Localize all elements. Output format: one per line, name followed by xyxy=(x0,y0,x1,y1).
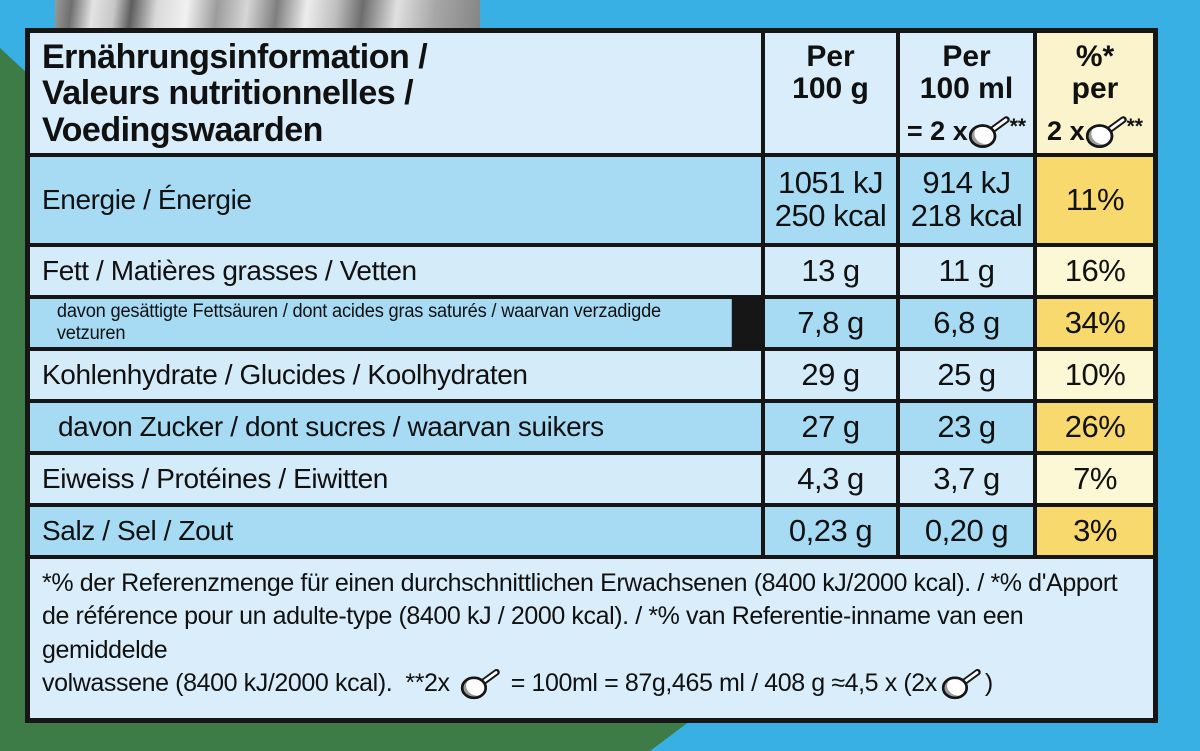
row-label-gesaettigte-fettsaeuren: davon gesättigte Fettsäuren / dont acide… xyxy=(30,299,732,347)
percent-scoop-line: 2 x ** xyxy=(1037,114,1153,149)
table-title: Ernährungsinformation / Valeurs nutritio… xyxy=(30,33,761,153)
column-header-per-100g: Per 100 g xyxy=(765,33,896,153)
per-100ml-scoop-line: = 2 x ** xyxy=(900,114,1033,149)
footnote-line-3-text: = 100ml = 87g,465 ml / 408 g ≈4,5 x (2x xyxy=(504,668,938,697)
nutrition-table: Ernährungsinformation / Valeurs nutritio… xyxy=(25,28,1158,723)
kohlenhydrate-percent: 10% xyxy=(1037,351,1153,399)
footnote-line-3-text: volwassene (8400 kJ/2000 kcal). **2x xyxy=(42,668,457,697)
energie-per-100ml: 914 kJ 218 kcal xyxy=(900,157,1033,243)
scoop-icon xyxy=(461,668,500,700)
salz-percent: 3% xyxy=(1037,507,1153,555)
scoop-icon xyxy=(941,668,981,700)
two-x-label: 2 x xyxy=(1047,116,1085,147)
zucker-per-100ml: 23 g xyxy=(900,403,1033,451)
double-asterisk: ** xyxy=(1126,115,1143,138)
kohlenhydrate-per-100g: 29 g xyxy=(765,351,896,399)
row-label-zucker: davon Zucker / dont sucres / waarvan sui… xyxy=(30,403,761,451)
footnote-line-3-text: ) xyxy=(984,668,993,697)
zucker-percent: 26% xyxy=(1037,403,1153,451)
footnote-line-3: volwassene (8400 kJ/2000 kcal). **2x = 1… xyxy=(42,667,993,700)
fett-percent: 16% xyxy=(1037,247,1153,295)
gesaettigte-per-100ml: 6,8 g xyxy=(900,299,1033,347)
row-label-eiweiss: Eiweiss / Protéines / Eiwitten xyxy=(30,455,761,503)
row-label-fett: Fett / Matières grasses / Vetten xyxy=(30,247,761,295)
eiweiss-per-100ml: 3,7 g xyxy=(900,455,1033,503)
energie-percent: 11% xyxy=(1037,157,1153,243)
zucker-per-100g: 27 g xyxy=(765,403,896,451)
row-label-energie: Energie / Énergie xyxy=(30,157,761,243)
gesaettigte-per-100g: 7,8 g xyxy=(765,299,896,347)
scoop-icon xyxy=(968,116,1010,148)
eiweiss-per-100g: 4,3 g xyxy=(765,455,896,503)
double-asterisk: ** xyxy=(1009,115,1027,138)
kohlenhydrate-per-100ml: 25 g xyxy=(900,351,1033,399)
salz-per-100g: 0,23 g xyxy=(765,507,896,555)
row-label-kohlenhydrate: Kohlenhydrate / Glucides / Koolhydraten xyxy=(30,351,761,399)
salz-per-100ml: 0,20 g xyxy=(900,507,1033,555)
eiweiss-percent: 7% xyxy=(1037,455,1153,503)
column-header-percent: %* per 2 x ** xyxy=(1037,33,1153,153)
percent-per-label: %* per xyxy=(1071,40,1119,105)
row-label-salz: Salz / Sel / Zout xyxy=(30,507,761,555)
per-100g-label: Per 100 g xyxy=(792,40,869,105)
footnote-line-1: *% der Referenzmenge für einen durchschn… xyxy=(42,569,1118,597)
scoop-icon xyxy=(1085,116,1127,148)
equals-2x-label: = 2 x xyxy=(906,116,968,147)
footnote: *% der Referenzmenge für einen durchschn… xyxy=(30,559,1153,718)
per-100ml-label: Per 100 ml xyxy=(919,40,1014,105)
column-header-per-100ml: Per 100 ml = 2 x ** xyxy=(900,33,1033,153)
footnote-line-2: de référence pour un adulte-type (8400 k… xyxy=(42,602,1024,664)
fett-per-100g: 13 g xyxy=(765,247,896,295)
package-photo-strip xyxy=(55,0,480,29)
gesaettigte-percent: 34% xyxy=(1037,299,1153,347)
energie-per-100g: 1051 kJ 250 kcal xyxy=(765,157,896,243)
fett-per-100ml: 11 g xyxy=(900,247,1033,295)
